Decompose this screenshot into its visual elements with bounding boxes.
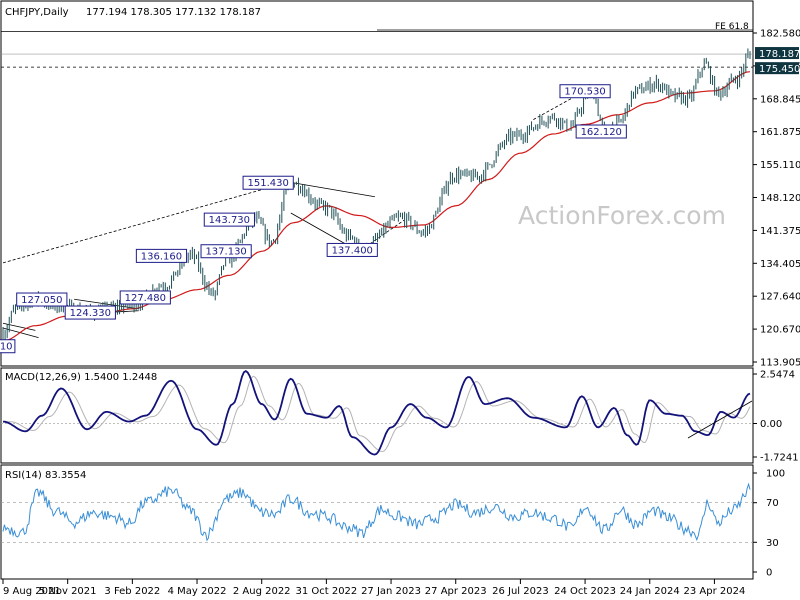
price-label-box <box>242 175 294 190</box>
date-axis-tick-label: 27 Apr 2023 <box>425 586 487 597</box>
price-label-box <box>200 244 252 259</box>
price-label-box <box>119 290 171 305</box>
price-label-box <box>64 305 116 320</box>
price-label-text: 151.430 <box>247 178 288 189</box>
date-axis-tick-label: 23 Apr 2024 <box>684 586 746 597</box>
macd-title: MACD(12,26,9) 1.5400 1.2448 <box>5 372 157 383</box>
price-axis-tick-label: 113.905 <box>760 358 800 369</box>
macd-axis-ticks: 2.5474 0.00 -1.7241 <box>753 370 799 464</box>
price-label-text: 510 <box>0 342 13 353</box>
price-label: 137.400 <box>326 242 378 257</box>
date-axis-tick-label: 27 Jan 2023 <box>361 586 421 597</box>
rsi-axis-tick-label: 70 <box>766 498 779 509</box>
macd-signal-line <box>3 375 751 453</box>
date-axis-tick-label: 26 Jul 2023 <box>492 586 549 597</box>
price-label-box <box>203 212 255 227</box>
rsi-axis-tick-label: 30 <box>766 538 779 549</box>
macd-trendline <box>687 400 753 439</box>
date-axis-tick-label: 4 May 2022 <box>168 586 227 597</box>
date-axis-tick-label: 3 Feb 2022 <box>104 586 160 597</box>
price-label-box <box>16 292 68 307</box>
dashed-trendline <box>2 181 288 264</box>
price-label: 124.330 <box>64 305 116 320</box>
current-price-marker: 178.187 <box>755 47 800 60</box>
price-axis-tick-label: 141.375 <box>760 226 800 237</box>
price-label-text: 137.130 <box>205 247 246 258</box>
date-axis-tick-label: 24 Oct 2023 <box>554 586 616 597</box>
fe-label: FE 61.8 <box>715 22 749 32</box>
price-label-text: 170.530 <box>564 87 605 98</box>
price-label-box <box>559 84 611 99</box>
price-label: 162.120 <box>575 124 627 139</box>
price-label-text: 136.160 <box>141 251 182 262</box>
reference-price-marker: 175.450 <box>755 62 800 75</box>
price-label: 136.160 <box>135 248 188 263</box>
price-label: 510 <box>0 339 16 354</box>
date-axis-tick-label: 9 Aug 2021 <box>3 586 61 597</box>
macd-panel: MACD(12,26,9) 1.5400 1.2448 2.5474 0.00 -1… <box>0 367 799 464</box>
price-label: 170.530 <box>559 84 611 99</box>
price-label: 127.050 <box>16 292 68 307</box>
price-label-text: 143.730 <box>209 215 250 226</box>
channel-line <box>2 322 36 331</box>
macd-line <box>2 370 751 456</box>
price-axis-tick-label: 182.580 <box>760 29 800 40</box>
chart-ohlc: 177.194 178.305 177.132 178.187 <box>86 7 261 18</box>
macd-axis-tick-label: -1.7241 <box>760 453 799 464</box>
price-axis-tick-label: 161.875 <box>760 127 800 138</box>
dashed-trendline <box>361 219 405 250</box>
price-axis-tick-label: 155.110 <box>760 160 800 171</box>
watermark: ActionForex.com <box>518 201 726 230</box>
price-axis-tick-label: 134.405 <box>760 259 800 270</box>
rsi-axis-ticks: 100 70 30 0 <box>753 469 785 579</box>
rsi-axis-tick-label: 100 <box>766 469 785 480</box>
price-label: 137.130 <box>200 244 252 259</box>
rsi-level-lines <box>1 502 753 543</box>
price-axis-tick-label: 168.845 <box>760 94 800 105</box>
price-axis-ticks: 182.580175.795168.845161.875155.110148.1… <box>753 29 800 369</box>
reference-price-label: 175.450 <box>759 64 800 75</box>
date-axis-tick-label: 31 Oct 2022 <box>295 586 357 597</box>
price-label: 151.430 <box>242 175 294 190</box>
price-labels: 127.050 124.330 127.480 136.160 137.130 143.7… <box>0 84 627 354</box>
price-label: 143.730 <box>203 212 255 227</box>
price-panel: ActionForex.com CHFJPY,Daily 177.194 178… <box>0 0 800 369</box>
price-label-box <box>575 124 627 139</box>
macd-axis-tick-label: 2.5474 <box>760 370 795 381</box>
macd-axis-tick-label: 0.00 <box>760 419 782 430</box>
price-axis-tick-label: 127.640 <box>760 292 800 303</box>
price-label-text: 162.120 <box>581 127 622 138</box>
rsi-panel: RSI(14) 83.3554 100 70 30 0 <box>0 464 785 580</box>
price-label-box <box>135 248 188 263</box>
date-axis-tick-label: 2 Aug 2022 <box>233 586 291 597</box>
rsi-axis-tick-label: 0 <box>766 568 772 579</box>
price-label-box <box>0 339 16 354</box>
price-label-text: 127.050 <box>21 295 62 306</box>
price-label-text: 124.330 <box>70 308 111 319</box>
price-label-box <box>326 242 378 257</box>
price-axis-tick-label: 120.670 <box>760 325 800 336</box>
price-axis-tick-label: 148.120 <box>760 193 800 204</box>
chart-symbol: CHFJPY,Daily <box>5 7 69 18</box>
date-axis-tick-label: 5 Nov 2021 <box>39 586 97 597</box>
current-price-label: 178.187 <box>759 49 800 60</box>
price-label-text: 137.400 <box>332 245 373 256</box>
rsi-title: RSI(14) 83.3554 <box>5 470 86 481</box>
price-label: 127.480 <box>119 290 171 305</box>
price-label-text: 127.480 <box>125 293 166 304</box>
date-axis-tick-label: 24 Jan 2024 <box>620 586 680 597</box>
rsi-line <box>2 482 751 542</box>
